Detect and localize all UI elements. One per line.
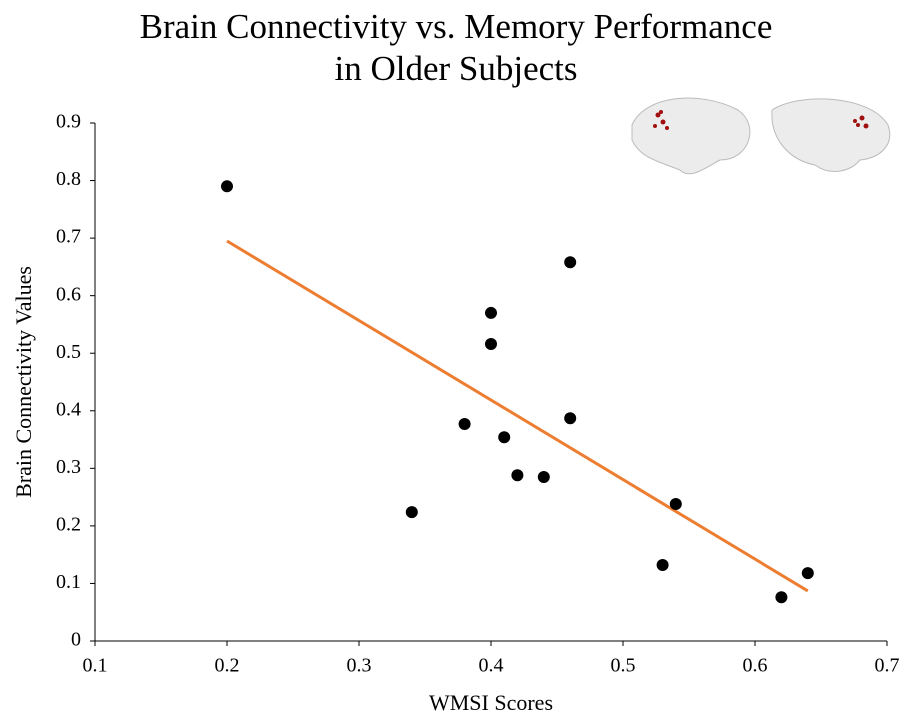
- point: [511, 469, 523, 481]
- y-tick-label: 0.4: [56, 398, 81, 420]
- y-tick-label: 0.3: [56, 456, 81, 478]
- brain-left: [632, 98, 750, 174]
- point: [538, 471, 550, 483]
- point: [564, 412, 576, 424]
- point: [498, 431, 510, 443]
- chart-title: in Older Subjects: [334, 49, 577, 88]
- x-tick-label: 0.5: [611, 655, 636, 677]
- point: [802, 567, 814, 579]
- point: [485, 307, 497, 319]
- y-tick-label: 0.6: [56, 283, 81, 305]
- y-tick-label: 0.1: [56, 571, 81, 593]
- y-tick-label: 0.2: [56, 513, 81, 535]
- point: [485, 338, 497, 350]
- y-tick-label: 0.9: [56, 111, 81, 133]
- brain-right: [772, 99, 890, 172]
- page: Brain Connectivity vs. Memory Performanc…: [0, 0, 909, 719]
- point: [221, 180, 233, 192]
- point: [657, 559, 669, 571]
- point: [670, 498, 682, 510]
- point: [406, 506, 418, 518]
- y-axis-label: Brain Connectivity Values: [11, 266, 36, 498]
- x-tick-label: 0.2: [215, 655, 240, 677]
- point: [459, 418, 471, 430]
- x-axis-label: WMSI Scores: [429, 690, 553, 715]
- trendline: [227, 241, 808, 591]
- y-tick-label: 0.8: [56, 168, 81, 190]
- chart: Brain Connectivity vs. Memory Performanc…: [0, 0, 909, 719]
- point: [775, 591, 787, 603]
- x-tick-label: 0.7: [875, 655, 900, 677]
- y-tick-label: 0: [71, 629, 81, 651]
- brain-illustration: [632, 98, 890, 174]
- y-tick-label: 0.5: [56, 341, 81, 363]
- x-tick-label: 0.4: [479, 655, 504, 677]
- x-tick-label: 0.1: [83, 655, 108, 677]
- y-tick-label: 0.7: [56, 226, 81, 248]
- x-tick-label: 0.3: [347, 655, 372, 677]
- x-tick-label: 0.6: [743, 655, 768, 677]
- chart-title: Brain Connectivity vs. Memory Performanc…: [140, 7, 773, 46]
- point: [564, 256, 576, 268]
